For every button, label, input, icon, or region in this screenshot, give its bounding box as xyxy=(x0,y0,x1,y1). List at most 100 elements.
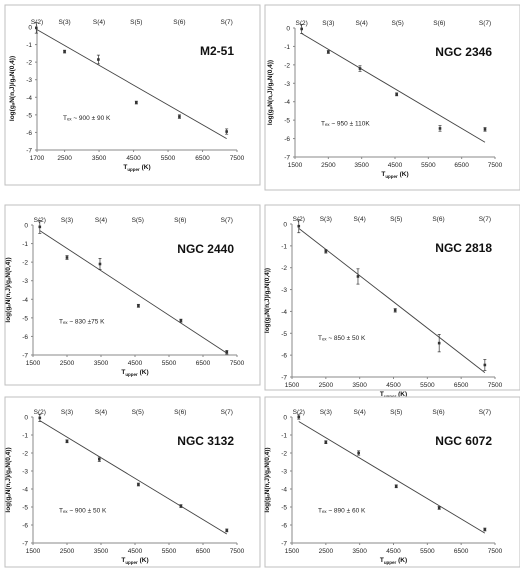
x-tick-label: 5500 xyxy=(421,162,436,169)
y-tick-label: -2 xyxy=(26,60,32,67)
x-axis-label: Tupper (K) xyxy=(380,557,407,565)
fit-line xyxy=(39,420,228,535)
transition-label: S(3) xyxy=(61,217,73,224)
y-tick-label: -1 xyxy=(22,241,28,248)
transition-label: S(3) xyxy=(58,19,70,26)
x-axis-label: Tupper (K) xyxy=(121,369,148,377)
transition-label: S(3) xyxy=(61,409,73,416)
tex-annotation: Tₑₓ ~ 900 ± 50 K xyxy=(59,507,107,514)
x-tick-label: 4500 xyxy=(128,360,143,367)
transition-label: S(3) xyxy=(320,216,332,223)
chart-title: NGC 6072 xyxy=(435,434,492,448)
data-point xyxy=(225,350,229,354)
transition-label: S(5) xyxy=(390,216,402,223)
x-tick-label: 4500 xyxy=(388,162,403,169)
fit-line xyxy=(298,228,486,373)
x-tick-label: 2500 xyxy=(60,548,75,555)
data-point xyxy=(324,250,328,253)
x-tick-label: 7500 xyxy=(488,548,503,555)
transition-label: S(4) xyxy=(356,20,368,27)
panel-frame xyxy=(264,396,520,568)
chart-title: NGC 2440 xyxy=(177,242,234,256)
x-tick-label: 2500 xyxy=(60,360,75,367)
y-tick-label: -3 xyxy=(22,278,28,285)
transition-label: S(3) xyxy=(322,20,334,27)
x-tick-label: 6500 xyxy=(196,548,211,555)
x-axis-label: Tupper (K) xyxy=(121,557,148,565)
data-point xyxy=(483,528,487,531)
y-tick-label: -7 xyxy=(284,155,290,162)
x-tick-label: 7500 xyxy=(230,360,245,367)
transition-label: S(2) xyxy=(34,409,46,416)
y-tick-label: -3 xyxy=(26,77,32,84)
chart-title: NGC 2346 xyxy=(435,45,492,59)
y-tick-label: -4 xyxy=(281,487,287,494)
x-tick-label: 5500 xyxy=(420,548,435,555)
y-tick-label: -1 xyxy=(281,433,287,440)
x-tick-label: 3500 xyxy=(94,360,109,367)
data-point xyxy=(137,304,140,308)
panel-frame xyxy=(4,4,261,186)
y-tick-label: 0 xyxy=(283,222,287,229)
y-tick-label: -4 xyxy=(281,309,287,316)
x-tick-label: 2500 xyxy=(319,382,334,389)
x-tick-label: 5500 xyxy=(420,382,435,389)
transition-label: S(2) xyxy=(293,409,305,416)
transition-label: S(5) xyxy=(130,19,142,26)
transition-label: S(6) xyxy=(432,216,444,223)
x-tick-label: 1500 xyxy=(285,382,300,389)
y-tick-label: -2 xyxy=(281,451,287,458)
y-tick-label: -2 xyxy=(281,265,287,272)
data-point xyxy=(63,50,66,53)
x-tick-label: 4500 xyxy=(128,548,143,555)
y-axis-label: log(gₐN(n,J)/gₐN(0,4)) xyxy=(264,268,271,333)
x-tick-label: 7500 xyxy=(488,382,503,389)
transition-label: S(7) xyxy=(479,216,491,223)
y-axis-label: log(gₐN(n,J)/gₐN(0,4)) xyxy=(9,56,16,121)
x-tick-label: 7500 xyxy=(488,162,503,169)
y-tick-label: -3 xyxy=(281,287,287,294)
x-tick-label: 4500 xyxy=(386,382,401,389)
y-tick-label: -1 xyxy=(22,433,28,440)
transition-label: S(4) xyxy=(95,409,107,416)
y-tick-label: -7 xyxy=(26,148,32,155)
transition-label: S(5) xyxy=(390,409,402,416)
y-tick-label: -4 xyxy=(284,99,290,106)
data-point xyxy=(98,262,102,266)
y-tick-label: -4 xyxy=(22,487,28,494)
fit-line xyxy=(301,33,486,143)
transition-label: S(7) xyxy=(479,20,491,27)
x-tick-label: 3500 xyxy=(352,382,367,389)
transition-label: S(6) xyxy=(174,409,186,416)
y-tick-label: -5 xyxy=(281,505,287,512)
y-axis-label: log(gₐN(n,J)/gₐN(0,4)) xyxy=(267,60,274,125)
data-point xyxy=(178,115,181,118)
data-point xyxy=(65,440,69,443)
y-tick-label: -5 xyxy=(22,315,28,322)
data-point xyxy=(483,363,487,367)
x-tick-label: 1500 xyxy=(285,548,300,555)
y-tick-label: -6 xyxy=(281,353,287,360)
data-point xyxy=(38,416,42,420)
x-tick-label: 7500 xyxy=(230,155,245,162)
chart-title: NGC 2818 xyxy=(435,241,492,255)
data-point xyxy=(137,483,140,486)
fit-line xyxy=(36,29,227,139)
data-point xyxy=(324,440,328,444)
y-tick-label: -5 xyxy=(22,505,28,512)
y-tick-label: -4 xyxy=(26,95,32,102)
x-tick-label: 2500 xyxy=(57,155,72,162)
x-tick-label: 6500 xyxy=(196,360,211,367)
y-tick-label: -4 xyxy=(22,297,28,304)
data-point xyxy=(98,458,101,461)
x-tick-label: 6500 xyxy=(454,382,469,389)
data-point xyxy=(300,27,303,31)
data-point xyxy=(135,101,138,104)
y-tick-label: -5 xyxy=(284,118,290,125)
y-tick-label: -7 xyxy=(281,541,287,548)
y-tick-label: -1 xyxy=(284,44,290,51)
y-tick-label: -3 xyxy=(281,469,287,476)
